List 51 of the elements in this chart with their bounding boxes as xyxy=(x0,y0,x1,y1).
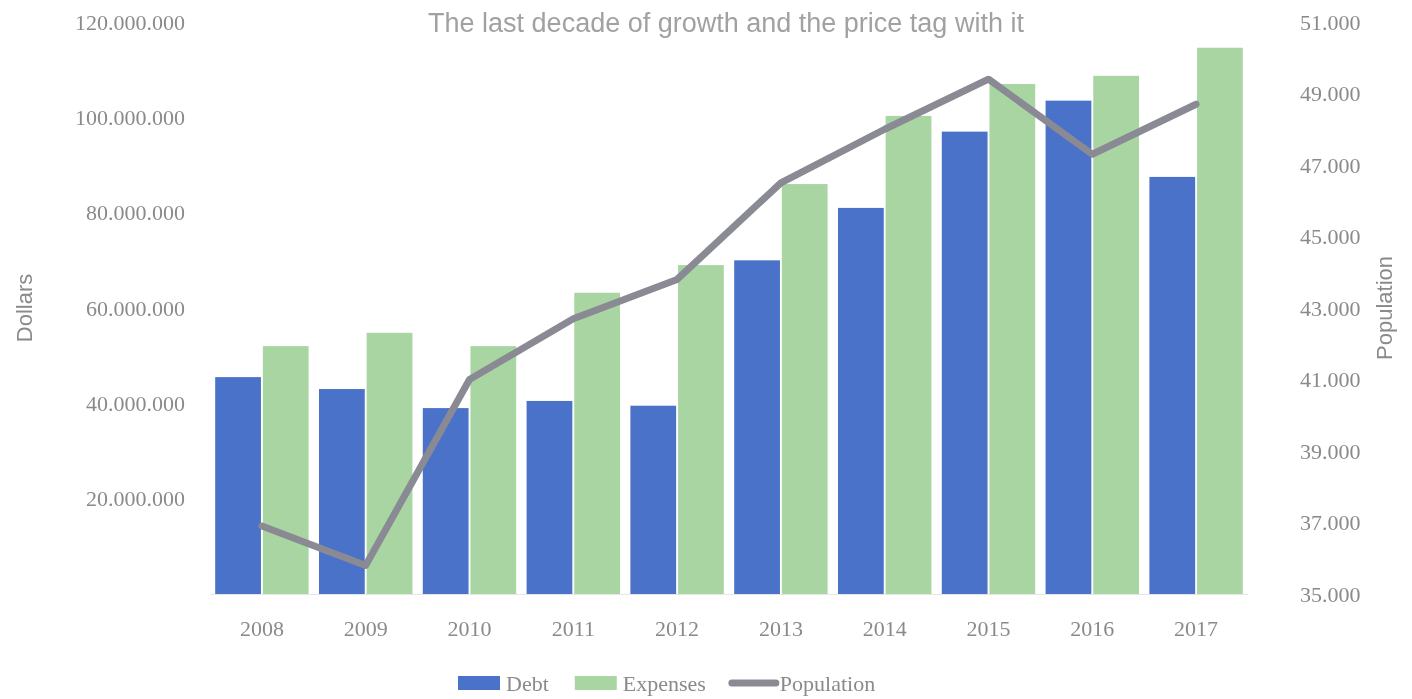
y-tick-label: 120.000.000 xyxy=(75,9,185,35)
x-tick-label: 2009 xyxy=(343,615,388,641)
bar xyxy=(734,260,780,594)
y2-tick-label: 49.000 xyxy=(1300,81,1361,107)
x-tick-label: 2016 xyxy=(1070,615,1115,641)
y2-tick-label: 51.000 xyxy=(1300,9,1361,35)
legend-label: Population xyxy=(779,671,876,696)
y2-axis-title: Population xyxy=(1372,256,1397,360)
bar xyxy=(630,405,677,594)
bar xyxy=(215,377,261,594)
bar xyxy=(318,389,365,594)
y-axis-title: Dollars xyxy=(12,273,37,343)
x-tick-label: 2017 xyxy=(1174,615,1219,641)
y2-tick-label: 41.000 xyxy=(1300,367,1361,393)
bar xyxy=(366,332,413,594)
bar xyxy=(837,207,884,594)
chart-title: The last decade of growth and the price tag with it xyxy=(428,8,1025,38)
bar xyxy=(941,131,988,594)
y2-tick-label: 37.000 xyxy=(1300,510,1361,536)
bar xyxy=(526,400,573,594)
bar xyxy=(574,292,621,594)
bar xyxy=(1093,75,1140,594)
y-tick-label: 80.000.000 xyxy=(86,200,185,226)
bar xyxy=(1197,47,1243,594)
y2-tick-label: 43.000 xyxy=(1300,295,1361,321)
bar xyxy=(781,184,828,594)
y-tick-label: 40.000.000 xyxy=(86,390,185,416)
bar xyxy=(885,115,932,594)
bar xyxy=(1045,100,1092,594)
y2-tick-label: 35.000 xyxy=(1300,581,1361,607)
legend-label: Expenses xyxy=(622,671,706,696)
bar xyxy=(678,265,724,594)
y2-tick-label: 45.000 xyxy=(1300,224,1361,250)
y-tick-label: 100.000.000 xyxy=(75,104,185,130)
bar xyxy=(262,346,309,594)
x-tick-label: 2013 xyxy=(758,615,803,641)
x-tick-label: 2015 xyxy=(966,615,1011,641)
y-tick-label: 20.000.000 xyxy=(86,486,185,512)
bar xyxy=(989,83,1036,594)
legend-label: Debt xyxy=(506,671,549,696)
bar xyxy=(470,346,517,594)
x-tick-label: 2011 xyxy=(551,615,595,641)
bar xyxy=(422,408,469,594)
bar xyxy=(1149,176,1196,594)
y2-tick-label: 39.000 xyxy=(1300,438,1361,464)
y2-tick-label: 47.000 xyxy=(1300,152,1361,178)
x-tick-label: 2014 xyxy=(862,615,907,641)
x-tick-label: 2012 xyxy=(655,615,700,641)
x-tick-label: 2008 xyxy=(239,615,284,641)
x-tick-label: 2010 xyxy=(447,615,492,641)
y-tick-label: 60.000.000 xyxy=(86,295,185,321)
